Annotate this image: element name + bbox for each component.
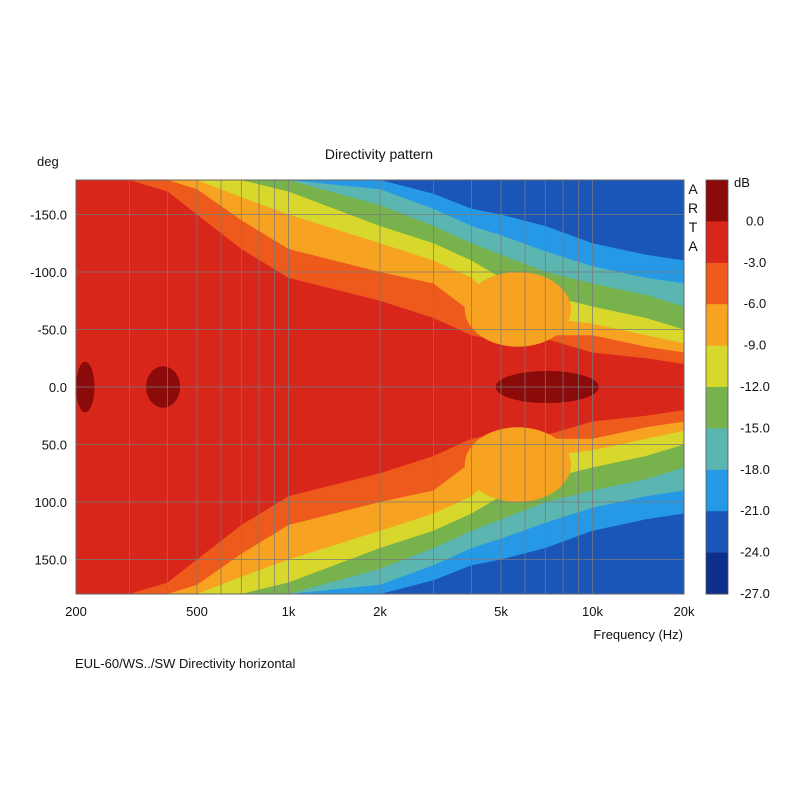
x-tick-label: 20k <box>674 604 695 619</box>
plot-border <box>75 179 685 595</box>
colorbar-tick-label: -15.0 <box>740 420 770 435</box>
colorbar-swatch <box>706 262 728 305</box>
y-tick-label: 50.0 <box>42 438 67 453</box>
colorbar-tick-label: -18.0 <box>740 462 770 477</box>
watermark-letter: A <box>688 181 698 197</box>
x-tick-label: 200 <box>65 604 87 619</box>
y-tick-label: -150.0 <box>30 208 67 223</box>
colorbar-unit-label: dB <box>734 175 750 190</box>
colorbar: 0.0 -3.0 -6.0 -9.0 -12.0 -15.0 -18.0 -21.0 -24.0… <box>705 179 770 601</box>
x-tick-label: 10k <box>582 604 603 619</box>
y-axis-label: deg <box>37 154 59 169</box>
colorbar-tick-label: -24.0 <box>740 545 770 560</box>
colorbar-swatch <box>706 387 728 429</box>
colorbar-border <box>705 179 729 595</box>
x-tick-label: 1k <box>282 604 296 619</box>
y-tick-label: 150.0 <box>34 553 67 568</box>
band-24db <box>76 180 684 594</box>
colorbar-tick-label: -3.0 <box>744 255 766 270</box>
grid-lines <box>76 180 684 594</box>
watermark-letter: T <box>689 219 698 235</box>
y-tick-label: 100.0 <box>34 495 67 510</box>
colorbar-swatch <box>706 469 728 512</box>
chart-title: Directivity pattern <box>325 146 433 162</box>
colorbar-tick-label: -12.0 <box>740 379 770 394</box>
watermark-letter: R <box>688 200 698 216</box>
y-tick-label: 0.0 <box>49 380 67 395</box>
colorbar-swatch <box>706 428 728 471</box>
colorbar-swatch <box>706 552 728 595</box>
colorbar-tick-label: -21.0 <box>740 503 770 518</box>
x-axis-label: Frequency (Hz) <box>593 627 683 642</box>
lobe-1-upper <box>464 272 572 347</box>
x-tick-label: 2k <box>373 604 387 619</box>
colorbar-tick-label: -9.0 <box>744 338 766 353</box>
y-tick-labels: -150.0 -100.0 -50.0 0.0 50.0 100.0 150.0 <box>30 208 67 568</box>
colorbar-swatch <box>706 180 728 222</box>
colorbar-swatch <box>706 511 728 554</box>
lobe-1-lower <box>464 427 572 502</box>
y-tick-label: -50.0 <box>37 323 67 338</box>
colorbar-tick-label: 0.0 <box>746 213 764 228</box>
colorbar-tick-label: -27.0 <box>740 586 770 601</box>
x-tick-label: 500 <box>186 604 208 619</box>
y-tick-label: -100.0 <box>30 265 67 280</box>
figure-caption: EUL-60/WS../SW Directivity horizontal <box>75 656 295 671</box>
colorbar-swatch <box>706 345 728 388</box>
colorbar-swatch <box>706 221 728 264</box>
watermark-letter: A <box>688 238 698 254</box>
colorbar-swatch <box>706 304 728 347</box>
colorbar-tick-label: -6.0 <box>744 296 766 311</box>
x-tick-label: 5k <box>494 604 508 619</box>
x-tick-labels: 200 500 1k 2k 5k 10k 20k <box>65 604 695 619</box>
